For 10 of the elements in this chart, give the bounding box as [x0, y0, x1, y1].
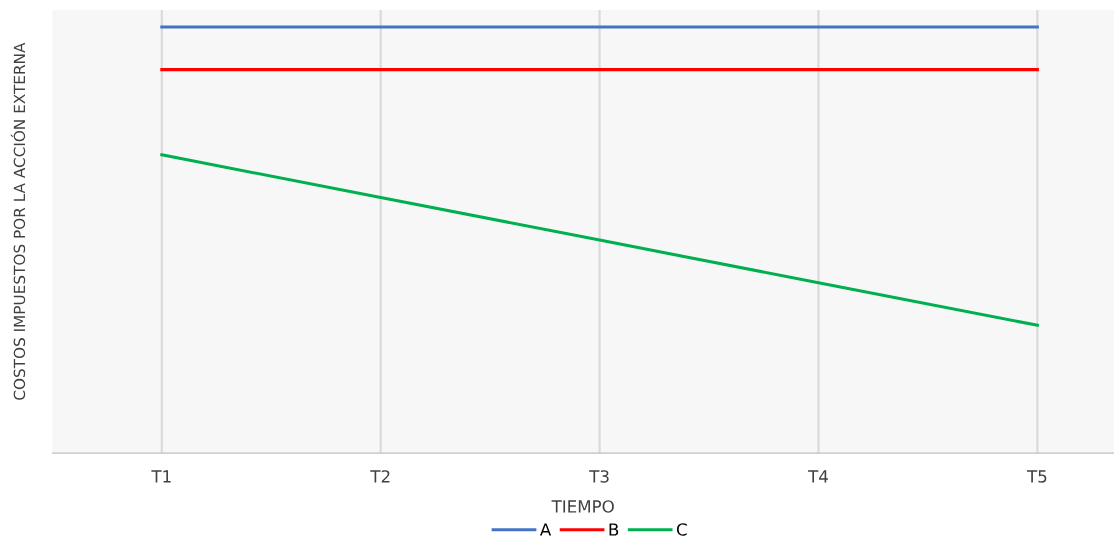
legend-label: B [609, 523, 619, 536]
x-tick-label: T5 [1026, 470, 1047, 483]
legend-label: A [539, 523, 552, 536]
x-tick-label: T3 [589, 470, 609, 483]
x-tick-label: T4 [808, 470, 828, 483]
x-tick-label: T1 [151, 470, 171, 483]
y-axis-title: COSTOS IMPUESTOS POR LA ACCIÓN EXTERNA [10, 42, 26, 400]
legend-label: C [676, 523, 687, 536]
x-axis-title: TIEMPO [551, 500, 614, 513]
x-tick-label: T2 [370, 470, 390, 483]
